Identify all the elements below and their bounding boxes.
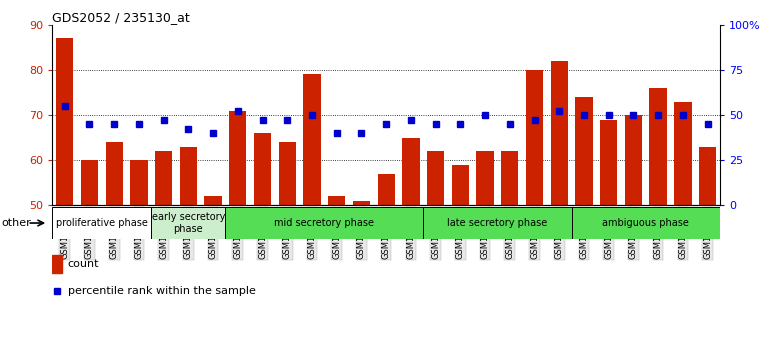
Bar xyxy=(52,207,151,239)
Bar xyxy=(81,160,98,205)
Text: late secretory phase: late secretory phase xyxy=(447,218,547,228)
Bar xyxy=(571,207,720,239)
Bar xyxy=(105,142,123,205)
Text: count: count xyxy=(68,259,99,269)
Bar xyxy=(402,138,420,205)
Bar xyxy=(151,207,226,239)
Bar xyxy=(179,147,197,205)
Bar xyxy=(526,70,543,205)
Text: early secretory
phase: early secretory phase xyxy=(152,212,225,234)
Bar xyxy=(130,160,148,205)
Bar xyxy=(427,151,444,205)
Bar xyxy=(699,147,716,205)
Bar xyxy=(551,61,568,205)
Bar xyxy=(452,165,469,205)
Bar xyxy=(600,120,618,205)
Bar xyxy=(675,102,691,205)
Bar xyxy=(56,38,73,205)
Bar xyxy=(226,207,424,239)
Bar xyxy=(575,97,593,205)
Bar xyxy=(52,255,62,274)
Bar xyxy=(254,133,271,205)
Bar xyxy=(328,196,346,205)
Text: other: other xyxy=(2,218,32,228)
Bar xyxy=(279,142,296,205)
Bar xyxy=(155,151,172,205)
Text: mid secretory phase: mid secretory phase xyxy=(274,218,374,228)
Bar xyxy=(229,110,246,205)
Bar xyxy=(204,196,222,205)
Text: ambiguous phase: ambiguous phase xyxy=(602,218,689,228)
Text: percentile rank within the sample: percentile rank within the sample xyxy=(68,286,256,296)
Bar xyxy=(424,207,571,239)
Bar xyxy=(649,88,667,205)
Bar xyxy=(353,201,370,205)
Bar xyxy=(377,174,395,205)
Text: GDS2052 / 235130_at: GDS2052 / 235130_at xyxy=(52,11,190,24)
Bar xyxy=(477,151,494,205)
Bar xyxy=(624,115,642,205)
Bar xyxy=(501,151,518,205)
Bar xyxy=(303,74,320,205)
Text: proliferative phase: proliferative phase xyxy=(56,218,148,228)
